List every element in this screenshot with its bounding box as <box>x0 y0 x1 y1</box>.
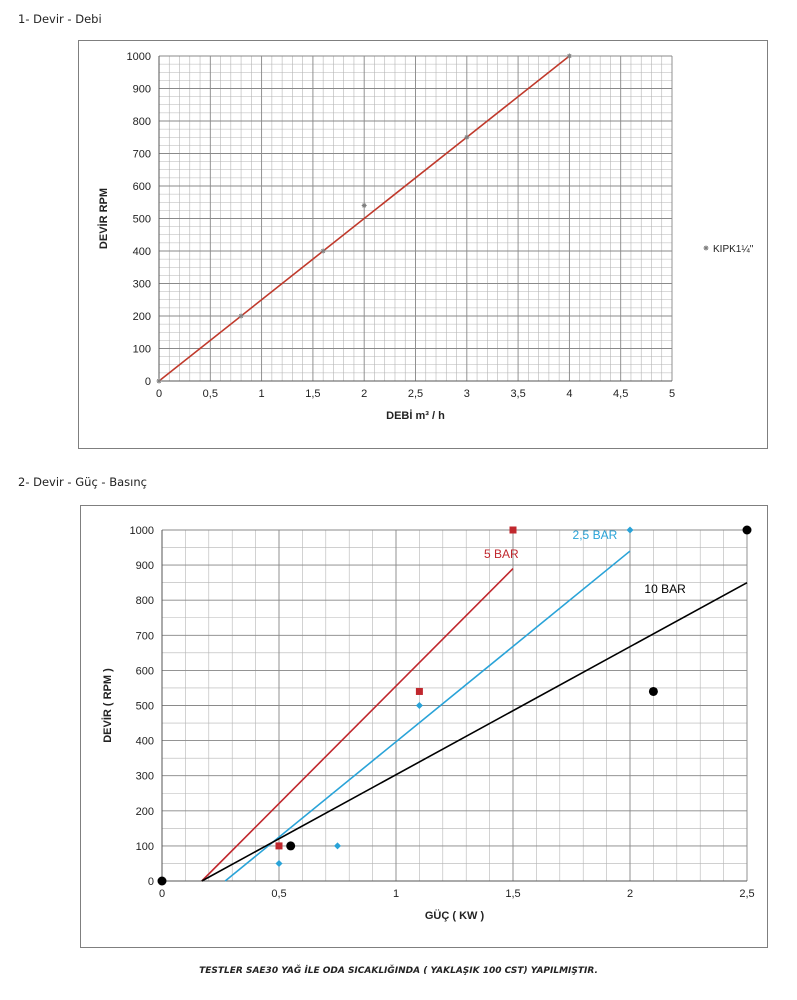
chart2-y-tick-label: 200 <box>136 806 154 818</box>
chart2-data-point <box>742 525 752 535</box>
chart2-y-tick-label: 700 <box>136 630 154 642</box>
chart2-data-point <box>626 526 634 534</box>
chart2-frame: 0 0,5 1 1,5 2 2,5 0 100 200 300 400 500 600 700 800 900… <box>80 505 768 948</box>
chart2-series-trendline <box>224 550 631 882</box>
chart1-x-tick-label: 4,5 <box>613 388 628 400</box>
chart1-y-tick-label: 200 <box>133 311 151 323</box>
chart1-x-tick-label: 3,5 <box>510 388 525 400</box>
chart2-y-tick-label: 0 <box>148 876 154 888</box>
chart1-x-tick-label: 3 <box>464 388 470 400</box>
chart2-section-title: 2- Devir - Güç - Basınç <box>18 475 147 489</box>
chart2-y-tick-label: 100 <box>136 841 154 853</box>
chart1-x-tick-label: 1,5 <box>305 388 320 400</box>
chart2-svg: 0 0,5 1 1,5 2 2,5 0 100 200 300 400 500 600 700 800 900… <box>101 525 755 922</box>
chart2-y-tick-label: 500 <box>136 701 154 713</box>
chart1-data-point <box>320 248 326 254</box>
chart2-x-tick-label: 0,5 <box>271 888 286 900</box>
chart2-data-point <box>334 842 341 850</box>
chart1-y-tick-label: 500 <box>133 214 151 226</box>
chart1-x-tick-label: 4 <box>566 388 572 400</box>
chart1-y-tick-label: 800 <box>133 116 151 128</box>
chart1-x-tick-label: 2,5 <box>408 388 423 400</box>
chart2-series-label: 5 BAR <box>484 547 519 561</box>
chart1-x-tick-label: 1 <box>259 388 265 400</box>
chart1-data-point <box>566 53 572 59</box>
chart2-data-point <box>509 526 517 534</box>
chart2-data-point <box>275 859 283 867</box>
chart1-x-tick-label: 0,5 <box>203 388 218 400</box>
chart1-y-tick-label: 400 <box>133 246 151 258</box>
chart1-section-title: 1- Devir - Debi <box>18 12 102 26</box>
chart1-data-point <box>361 203 367 208</box>
chart1-svg: 0 0,5 1 1,5 2 2,5 3 3,5 4 4,5 5 0 100 200 300 400 500 600… <box>97 51 754 422</box>
chart2-x-tick-label: 1 <box>393 888 399 900</box>
chart2-y-axis-title: DEVİR ( RPM ) <box>101 668 114 743</box>
chart2-data-point <box>157 876 167 886</box>
footer-note: TESTLER SAE30 YAĞ İLE ODA SICAKLIĞINDA (… <box>199 966 598 976</box>
chart1-x-axis-title: DEBİ m³ / h <box>386 409 445 422</box>
chart2-x-tick-label: 2,5 <box>739 888 754 900</box>
chart2-x-tick-label: 0 <box>159 888 165 900</box>
chart2-x-axis-title: GÜÇ ( KW ) <box>425 909 485 922</box>
chart1-trendline <box>158 55 570 382</box>
chart1-x-tick-label: 2 <box>361 388 367 400</box>
chart1-y-tick-label: 700 <box>133 149 151 161</box>
chart2-series-label: 2,5 BAR <box>573 528 618 542</box>
chart2-x-tick-label: 1,5 <box>505 888 520 900</box>
chart2-series-trendline <box>201 568 514 882</box>
chart1-y-tick-label: 100 <box>133 344 151 356</box>
chart1-data-point <box>156 378 162 384</box>
chart1-legend-marker <box>703 245 709 251</box>
chart2-y-tick-label: 1000 <box>130 525 154 537</box>
chart1-x-tick-label: 0 <box>156 388 162 400</box>
chart2-data-point <box>286 841 296 851</box>
chart2-y-tick-label: 900 <box>136 560 154 572</box>
chart2-data-point <box>648 686 658 696</box>
chart2-series-label: 10 BAR <box>644 582 686 596</box>
chart1-data-point <box>238 313 244 319</box>
chart1-x-tick-label: 5 <box>669 388 675 400</box>
chart2-series-trendline <box>201 581 748 882</box>
chart1-y-axis-title: DEVİR RPM <box>97 188 110 249</box>
chart2-data-point <box>275 842 283 850</box>
chart1-data-point <box>464 134 470 140</box>
chart1-y-tick-label: 900 <box>133 84 151 96</box>
chart2-data-point <box>415 702 423 709</box>
chart1-y-tick-label: 0 <box>145 376 151 388</box>
chart1-y-tick-label: 300 <box>133 279 151 291</box>
chart2-y-tick-label: 400 <box>136 736 154 748</box>
chart1-y-tick-label: 1000 <box>127 51 151 63</box>
chart1-legend-label: KIPK1¼" <box>713 243 754 255</box>
chart1-y-tick-label: 600 <box>133 181 151 193</box>
chart2-x-tick-label: 2 <box>627 888 633 900</box>
chart2-y-tick-label: 800 <box>136 595 154 607</box>
chart2-data-point <box>415 687 423 695</box>
chart2-y-tick-label: 300 <box>136 771 154 783</box>
chart1-frame: 0 0,5 1 1,5 2 2,5 3 3,5 4 4,5 5 0 100 200 300 400 500 600… <box>78 40 768 449</box>
chart2-y-tick-label: 600 <box>136 665 154 677</box>
